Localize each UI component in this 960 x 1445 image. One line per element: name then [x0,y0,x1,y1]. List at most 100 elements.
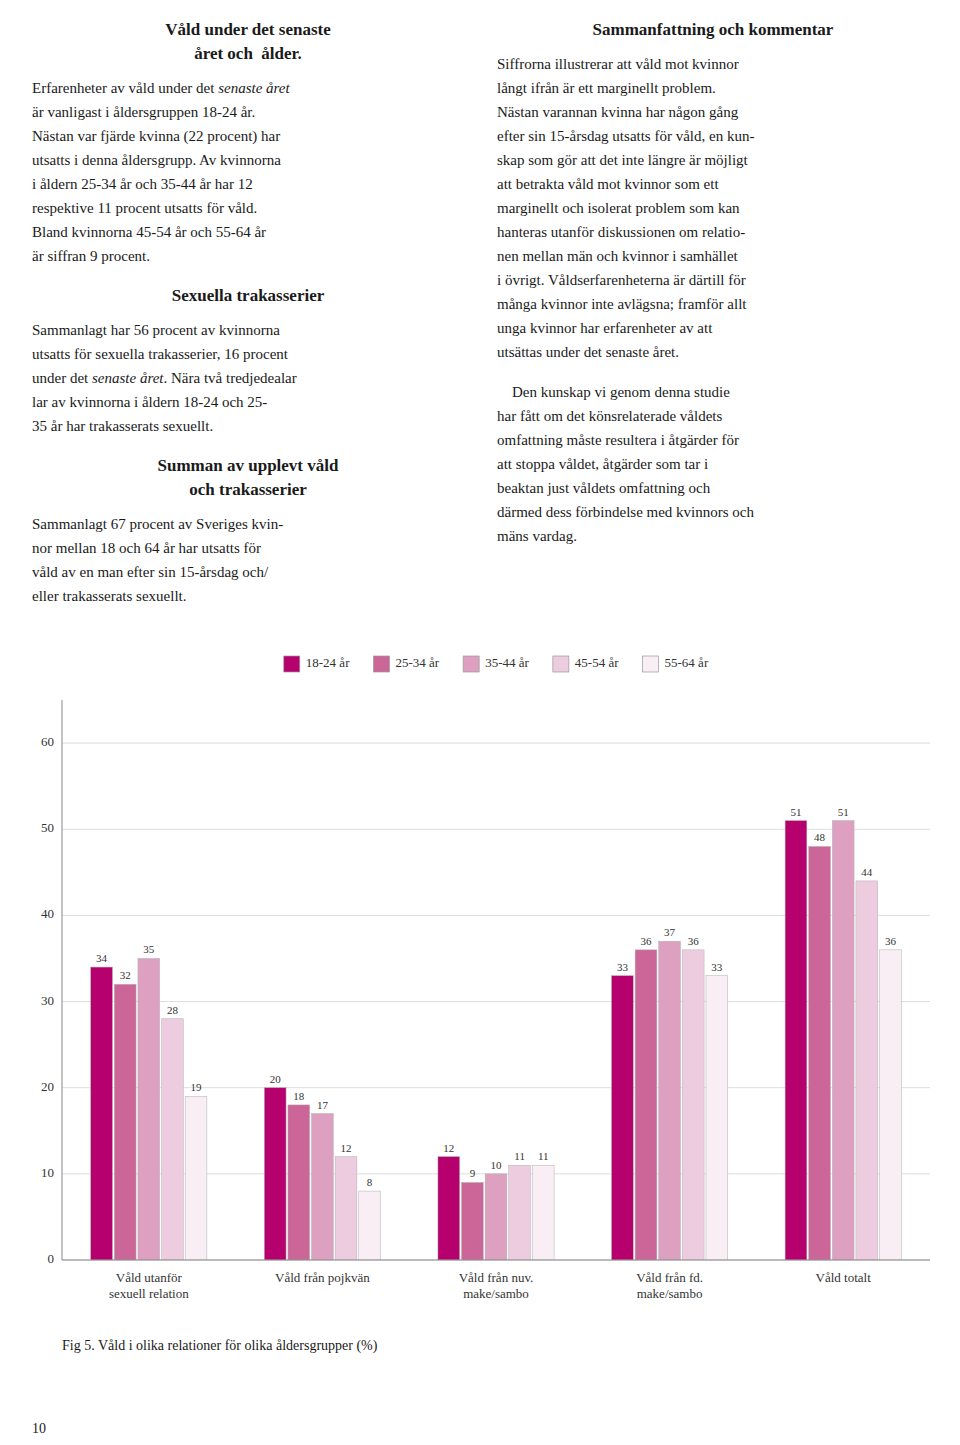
text-line: nor mellan 18 och 64 år har utsatts för [32,536,464,560]
data-label: 33 [711,961,723,973]
text-line: omfattning måste resultera i åtgärder fö… [497,428,929,452]
bar [462,1182,484,1260]
tick-label: 60 [41,734,54,749]
data-label: 44 [861,866,873,878]
text-line: att stoppa våldet, åtgärder som tar i [497,452,929,476]
text-line: Bland kvinnorna 45-54 år och 55-64 år [32,220,464,244]
bar [509,1165,531,1260]
data-label: 33 [617,961,629,973]
heading: Summan av upplevt våldoch trakasserier [32,454,464,502]
tick-label: 40 [41,906,54,921]
bar [162,1019,184,1260]
bar [785,821,807,1260]
bar [335,1157,357,1260]
tick-label: Våld från nuv.make/sambo [459,1270,534,1301]
text-line: därmed dess förbindelse med kvinnors och [497,500,929,524]
bar [91,967,113,1260]
data-label: 34 [96,952,108,964]
text-line: respektive 11 procent utsatts för våld. [32,196,464,220]
text-line: Sammanlagt 67 procent av Sveriges kvin- [32,512,464,536]
chart: 0102030405060342012335132189364835171037… [0,640,960,1410]
text-line: Sammanfattning och kommentar [497,18,929,42]
tick-label: Våld utanförsexuell relation [109,1270,189,1301]
text-line: är siffran 9 procent. [32,244,464,268]
text-run: under det [32,370,92,386]
bars [91,821,902,1260]
paragraph: Erfarenheter av våld under det senaste å… [32,76,464,268]
grid-line [62,743,930,744]
text-line: Nästan var fjärde kvinna (22 procent) ha… [32,124,464,148]
data-label: 11 [538,1150,549,1162]
data-label: 36 [885,935,897,947]
bar [832,821,854,1260]
bar [438,1157,460,1260]
chart-title: Fig 5. Våld i olika relationer för olika… [62,1338,378,1354]
data-label: 48 [814,831,826,843]
paragraph: Sammanlagt har 56 procent av kvinnornaut… [32,318,464,438]
legend-label: 18-24 år [306,655,350,670]
tick-label: 50 [41,820,54,835]
legend-label: 35-44 år [485,655,529,670]
legend-label: 55-64 år [665,655,709,670]
text-line: i åldern 25-34 år och 35-44 år har 12 [32,172,464,196]
text-line: i övrigt. Våldserfarenheterna är därtill… [497,268,929,292]
text-run: senaste året [92,370,164,386]
text-line: Erfarenheter av våld under det senaste å… [32,76,464,100]
data-label: 36 [688,935,700,947]
text-line: Summan av upplevt våld [32,454,464,478]
page-number: 10 [32,1421,46,1437]
x-axis: Våld utanförsexuell relation Våld från po… [109,1270,871,1301]
legend-swatch [553,656,569,672]
tick-label: Våld totalt [816,1270,872,1285]
data-labels: 3420123351321893648351710375128121136441… [96,806,896,1188]
legend-swatch [284,656,300,672]
paragraph: Siffrorna illustrerar att våld mot kvinn… [497,52,929,364]
bar [880,950,902,1260]
bar [264,1088,286,1260]
data-label: 12 [341,1142,352,1154]
bar [359,1191,381,1260]
text-line: marginellt och isolerat problem som kan [497,196,929,220]
y-axis: 0102030405060 [41,700,930,1266]
text-line: beaktan just våldets omfattning och [497,476,929,500]
text-line: våld av en man efter sin 15-årsdag och/ [32,560,464,584]
legend-label: 25-34 år [395,655,439,670]
legend-entry: 55-64 år [643,655,709,672]
text-line: skap som gör att det inte längre är möjl… [497,148,929,172]
data-label: 28 [167,1004,179,1016]
text-run: . Nära två tredjedealar [164,370,297,386]
text-line: långt ifrån är ett marginellt problem. [497,76,929,100]
legend-label: 45-54 år [575,655,619,670]
paragraph: Sammanlagt 67 procent av Sveriges kvin-n… [32,512,464,608]
data-label: 51 [790,806,801,818]
text-line: många kvinnor inte avlägsna; framför all… [497,292,929,316]
text-line: eller trakasserats sexuellt. [32,584,464,608]
text-line: Sammanlagt har 56 procent av kvinnorna [32,318,464,342]
y-axis-line [62,700,63,1260]
paragraph: Den kunskap vi genom denna studiehar fåt… [497,380,929,548]
text-line: Den kunskap vi genom denna studie [497,380,929,404]
text-line: lar av kvinnorna i åldern 18-24 och 25- [32,390,464,414]
legend-entry: 45-54 år [553,655,619,672]
bar [706,976,728,1260]
data-label: 35 [143,943,155,955]
data-label: 9 [470,1167,476,1179]
text-line: nen mellan män och kvinnor i samhället [497,244,929,268]
text-line: Nästan varannan kvinna har någon gång [497,100,929,124]
text-line: att betrakta våld mot kvinnor som ett [497,172,929,196]
text-line: hanteras utanför diskussionen om relatio… [497,220,929,244]
text-line: under det senaste året. Nära två tredjed… [32,366,464,390]
data-label: 19 [191,1081,203,1093]
text-line: är vanligast i åldersgruppen 18-24 år. [32,100,464,124]
x-axis-line [62,1260,930,1261]
legend: 18-24 år 25-34 år 35-44 år 45-54 år 55-64 år [284,655,709,672]
text-run: Erfarenheter av våld under det [32,80,218,96]
data-label: 36 [640,935,652,947]
data-label: 11 [514,1150,525,1162]
text-line: efter sin 15-årsdag utsatts för våld, en… [497,124,929,148]
bar [532,1165,554,1260]
bar [612,976,634,1260]
tick-label: Våld från pojkvän [275,1270,370,1285]
heading: Våld under det senasteåret och ålder. [32,18,464,66]
data-label: 17 [317,1099,329,1111]
